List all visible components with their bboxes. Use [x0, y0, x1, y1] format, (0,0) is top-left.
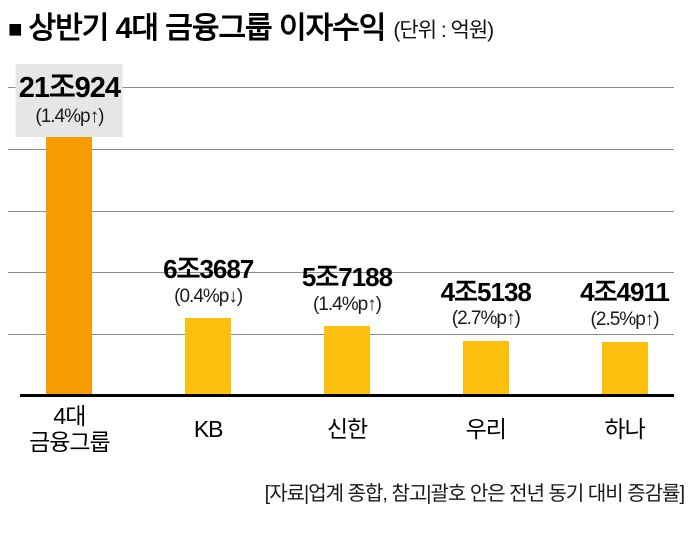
value-callout: 21조924 (1.4%p↑) — [15, 64, 123, 138]
category-label-신한: 신한 — [326, 415, 368, 442]
gridline — [8, 148, 674, 150]
value-label: 4조5138 — [440, 276, 532, 307]
value-callout: 4조5138 (2.7%p↑) — [440, 276, 532, 332]
gridline — [8, 272, 674, 274]
category-label-4대금융그룹: 4대 금융그룹 — [29, 402, 111, 455]
change-label: (0.4%p↓) — [174, 285, 243, 307]
category-label-kb: KB — [193, 415, 224, 442]
square-bullet-icon: ■ — [8, 16, 23, 43]
bar-column-우리: 4조5138 (2.7%p↑) — [416, 60, 555, 397]
bar-column-4대금융그룹: 21조924 (1.4%p↑) — [0, 60, 139, 397]
category-axis: 4대 금융그룹 KB 신한 우리 하나 — [0, 399, 694, 459]
value-label: 5조7188 — [301, 261, 393, 292]
bar-신한 — [323, 326, 370, 397]
chart-header: ■ 상반기 4대 금융그룹 이자수익 (단위 : 억원) — [8, 8, 686, 50]
category-label-우리: 우리 — [465, 415, 507, 442]
page-title: 상반기 4대 금융그룹 이자수익 — [28, 12, 387, 45]
change-label: (2.7%p↑) — [451, 308, 521, 330]
bar-column-하나: 4조4911 (2.5%p↑) — [555, 60, 694, 397]
bar-column-kb: 6조3687 (0.4%p↓) — [139, 60, 278, 397]
bar-kb — [185, 318, 232, 397]
gridline — [8, 210, 674, 212]
change-label: (2.5%p↑) — [590, 308, 660, 330]
value-label: 4조4911 — [580, 276, 670, 307]
source-note: [자료|업계 종합, 참고|괄호 안은 전년 동기 대비 증감률] — [264, 483, 685, 505]
value-label: 6조3687 — [163, 253, 254, 284]
bar-우리 — [462, 341, 509, 397]
category-label-하나: 하나 — [604, 415, 645, 442]
value-callout: 4조4911 (2.5%p↑) — [580, 276, 670, 332]
x-axis-line — [20, 394, 674, 397]
value-callout: 6조3687 (0.4%p↓) — [163, 253, 254, 309]
value-callout: 5조7188 (1.4%p↑) — [301, 261, 393, 317]
bar-4대금융그룹 — [46, 136, 93, 397]
bar-하나 — [601, 341, 648, 397]
change-label: (1.4%p↑) — [35, 105, 104, 127]
value-label: 21조924 — [18, 71, 121, 104]
bar-chart: 21조924 (1.4%p↑) 6조3687 (0.4%p↓) 5조7188 (… — [0, 60, 694, 397]
change-label: (1.4%p↑) — [312, 293, 382, 315]
gridline — [8, 87, 674, 88]
bar-column-신한: 5조7188 (1.4%p↑) — [278, 60, 417, 397]
unit-label: (단위 : 억원) — [393, 19, 494, 42]
